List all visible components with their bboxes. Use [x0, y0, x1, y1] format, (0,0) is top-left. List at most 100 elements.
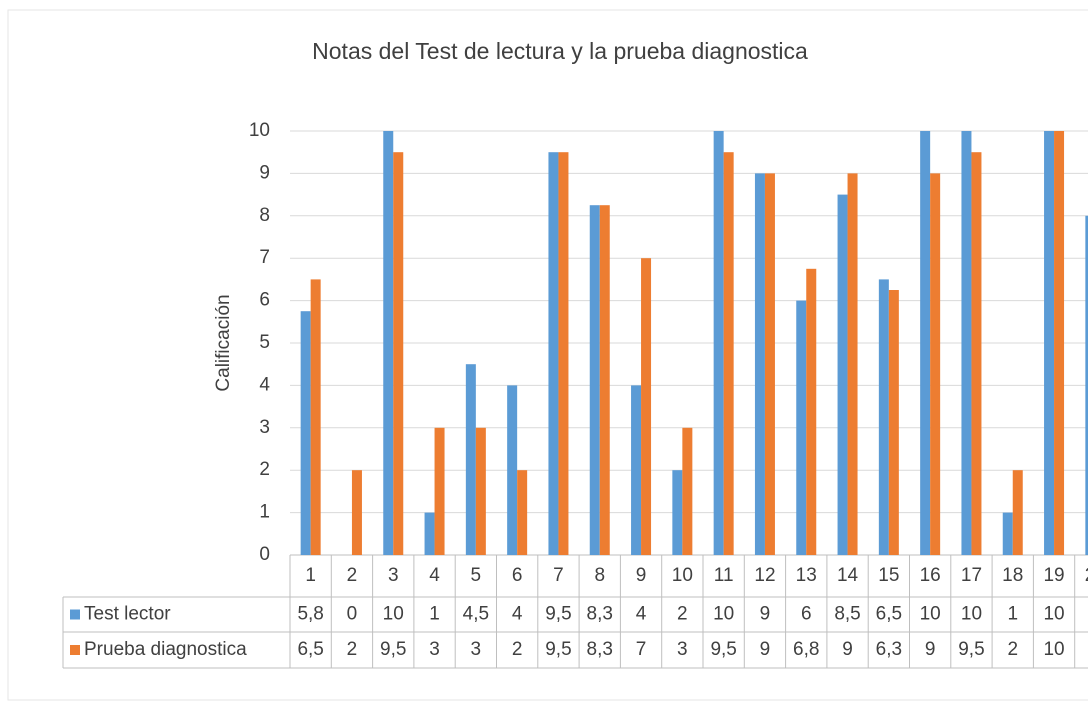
x-tick-label: 20: [1085, 565, 1088, 586]
y-axis-label: Calificación: [213, 294, 234, 391]
table-value: 6,8: [793, 639, 819, 660]
x-tick-label: 8: [594, 565, 605, 586]
bar: [641, 258, 652, 555]
table-value: 3: [429, 639, 440, 660]
x-tick-label: 6: [512, 565, 523, 586]
bar: [548, 152, 559, 555]
table-value: 0: [347, 604, 358, 625]
y-tick-label: 9: [259, 162, 270, 183]
table-value: 8,3: [587, 604, 613, 625]
x-tick-label: 13: [796, 565, 817, 586]
bar: [754, 173, 765, 555]
bar: [806, 268, 817, 555]
bar: [393, 152, 404, 555]
x-tick-label: 17: [961, 565, 982, 586]
y-tick-label: 7: [259, 247, 270, 268]
x-tick-label: 10: [672, 565, 693, 586]
bar: [847, 173, 858, 555]
legend-swatch: [70, 609, 80, 620]
bar: [351, 470, 362, 555]
table-value: 2: [677, 604, 688, 625]
table-value: 10: [383, 604, 404, 625]
bar: [507, 385, 518, 555]
table-value: 10: [1043, 639, 1064, 660]
bar: [920, 131, 931, 555]
bar: [383, 131, 394, 555]
table-value: 6: [801, 604, 812, 625]
table-value: 2: [347, 639, 358, 660]
x-tick-label: 16: [920, 565, 941, 586]
bar: [1002, 512, 1013, 555]
table-value: 8,5: [834, 604, 860, 625]
legend-swatch: [70, 645, 80, 655]
chart-title: Notas del Test de lectura y la prueba di…: [312, 38, 808, 64]
bar: [424, 512, 435, 555]
table-value: 9: [760, 639, 771, 660]
bar: [682, 427, 693, 555]
x-tick-label: 2: [347, 565, 358, 586]
x-tick-label: 4: [429, 565, 440, 586]
table-value: 1: [429, 604, 440, 625]
table-value: 8,3: [587, 639, 613, 660]
table-value: 4: [512, 604, 523, 625]
bar: [558, 152, 569, 555]
table-value: 9,5: [545, 639, 571, 660]
bar: [310, 279, 321, 555]
table-value: 5,8: [297, 604, 323, 625]
table-value: 9,5: [958, 639, 984, 660]
bar: [434, 427, 445, 555]
y-tick-label: 6: [259, 290, 270, 311]
x-tick-label: 12: [754, 565, 775, 586]
table-value: 1: [1007, 604, 1018, 625]
x-tick-label: 7: [553, 565, 564, 586]
table-value: 2: [1007, 639, 1018, 660]
y-tick-label: 3: [259, 417, 270, 438]
bar: [930, 173, 941, 555]
table-value: 10: [961, 604, 982, 625]
table-value: 9,5: [710, 639, 736, 660]
bar: [599, 205, 610, 555]
y-tick-label: 10: [249, 120, 270, 141]
table-value: 3: [677, 639, 688, 660]
bar: [672, 470, 683, 555]
bar: [764, 173, 775, 555]
legend-label: Test lector: [84, 604, 171, 625]
x-tick-label: 14: [837, 565, 859, 586]
x-tick-label: 11: [714, 565, 734, 586]
table-value: 6,3: [876, 639, 902, 660]
table-value: 4: [636, 604, 647, 625]
bar: [878, 279, 889, 555]
table-value: 4,5: [463, 604, 489, 625]
bar: [517, 470, 528, 555]
table-value: 10: [713, 604, 734, 625]
bar: [631, 385, 642, 555]
bar: [1012, 470, 1023, 555]
bar: [1044, 131, 1055, 555]
chart-frame: [7, 9, 1088, 701]
y-tick-label: 4: [259, 374, 270, 395]
table-value: 9: [925, 639, 936, 660]
table-value: 7: [636, 639, 647, 660]
y-tick-label: 1: [259, 502, 270, 523]
table-value: 2: [512, 639, 523, 660]
table-value: 9,5: [545, 604, 571, 625]
table-value: 9: [842, 639, 853, 660]
table-value: 6,5: [876, 604, 902, 625]
y-tick-label: 0: [259, 544, 270, 565]
table-value: 3: [471, 639, 482, 660]
x-tick-label: 1: [305, 565, 316, 586]
bar: [796, 300, 807, 555]
x-tick-label: 5: [471, 565, 482, 586]
table-value: 6,5: [297, 639, 323, 660]
y-tick-label: 2: [259, 459, 270, 480]
x-tick-label: 15: [878, 565, 899, 586]
y-tick-label: 5: [259, 332, 270, 353]
x-tick-label: 19: [1043, 565, 1064, 586]
bar: [1085, 215, 1088, 556]
table-value: 10: [1043, 604, 1064, 625]
bar: [837, 194, 848, 555]
bar: [961, 131, 972, 555]
bar: [300, 311, 311, 555]
bar: [723, 152, 734, 555]
